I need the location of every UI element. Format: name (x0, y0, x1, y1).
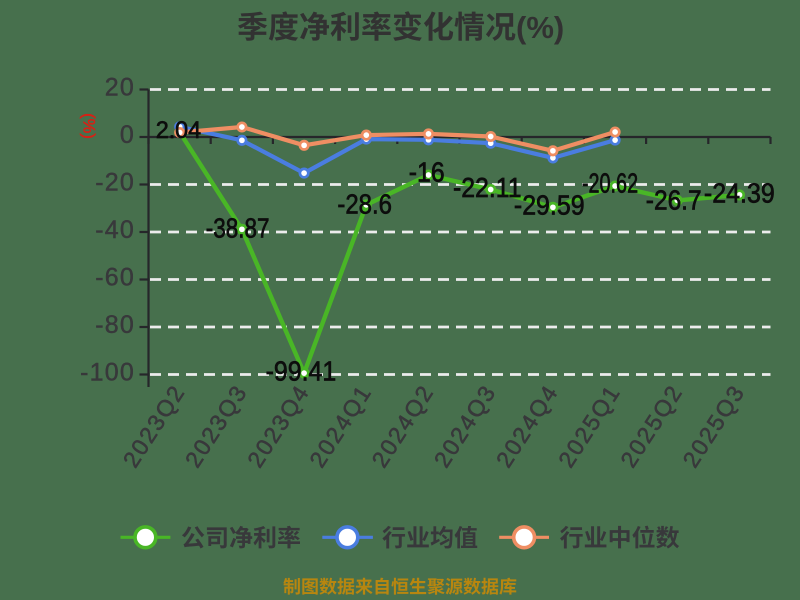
svg-text:-80: -80 (95, 311, 135, 339)
svg-text:-99.41: -99.41 (266, 355, 337, 386)
svg-text:-20.62: -20.62 (582, 167, 638, 198)
svg-text:-16: -16 (409, 157, 445, 188)
svg-text:-20: -20 (95, 169, 135, 197)
svg-text:-60: -60 (95, 264, 135, 292)
svg-text:0: 0 (120, 121, 135, 149)
svg-text:-22.11: -22.11 (453, 172, 522, 203)
svg-text:(%): (%) (516, 10, 564, 45)
svg-text:(%): (%) (80, 113, 98, 139)
svg-text:-100: -100 (80, 359, 135, 387)
svg-text:-28.6: -28.6 (337, 188, 392, 219)
svg-text:-38.87: -38.87 (206, 212, 270, 243)
svg-text:-26.7: -26.7 (646, 184, 702, 215)
svg-text:-40: -40 (95, 216, 135, 244)
svg-text:-24.39: -24.39 (704, 178, 775, 209)
svg-text:2.04: 2.04 (156, 117, 202, 144)
svg-text:20: 20 (105, 74, 135, 102)
svg-text:-29.59: -29.59 (514, 190, 585, 221)
